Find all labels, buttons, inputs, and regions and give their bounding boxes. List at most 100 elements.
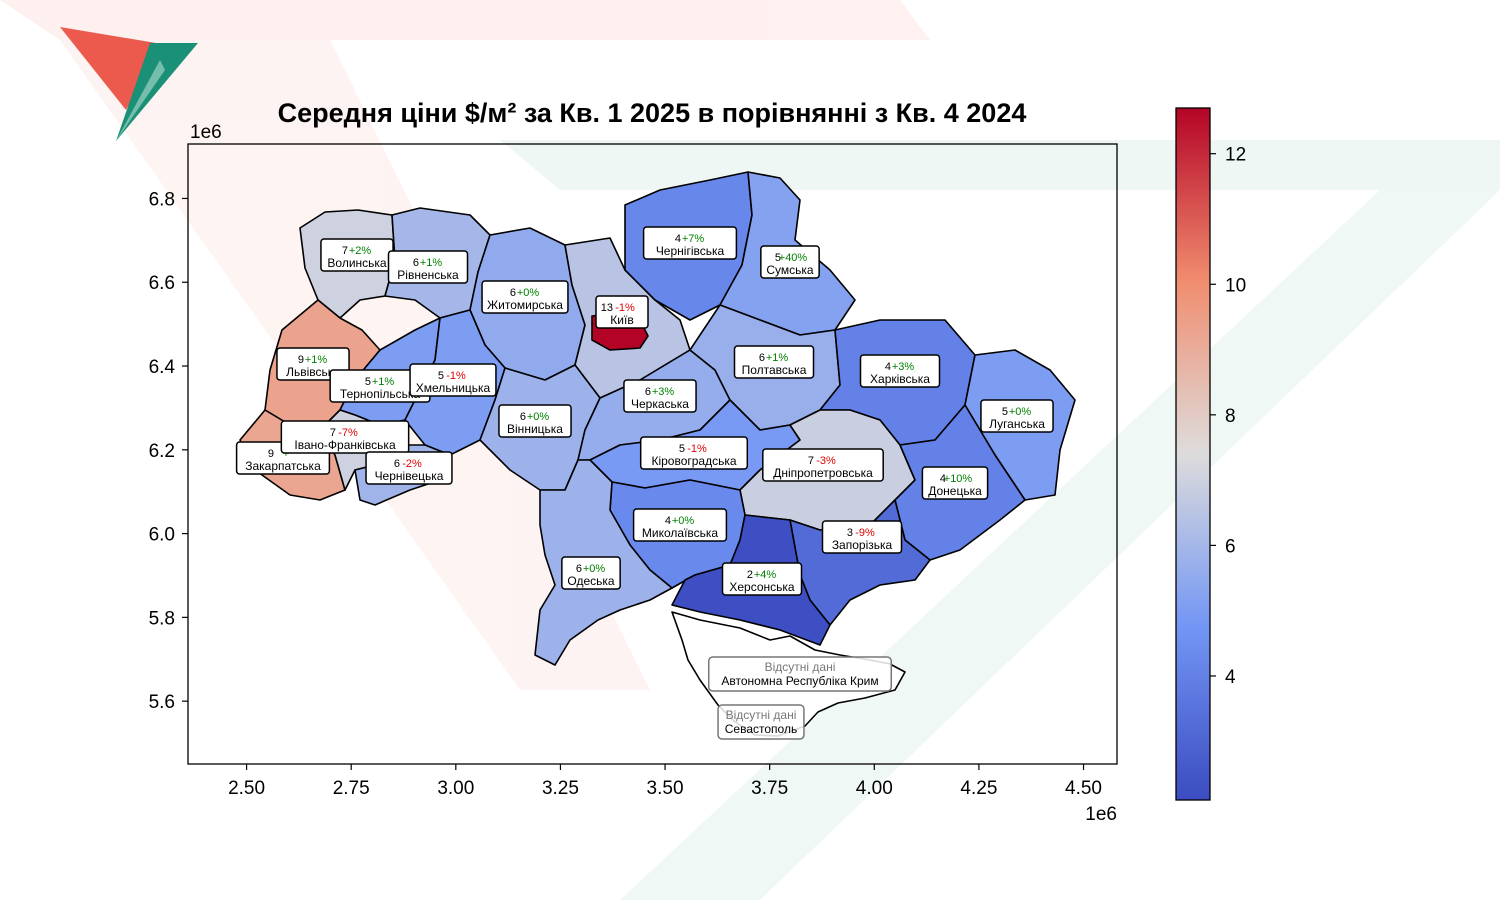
region-label: 6 +0%Вінницька	[498, 404, 572, 438]
label-change: -9%	[855, 527, 875, 539]
label-region-name: Житомирська	[487, 298, 563, 312]
logo-icon	[60, 27, 198, 141]
axes-frame	[187, 143, 1118, 765]
missing-region-name: Севастополь	[725, 722, 797, 736]
label-change: +3%	[892, 361, 915, 373]
label-region-name: Полтавська	[742, 363, 807, 377]
y-tick-label: 6.8	[149, 189, 175, 210]
label-box	[387, 250, 469, 284]
label-value: 5	[1002, 406, 1008, 418]
label-change: +2%	[349, 245, 372, 257]
label-value: 6	[510, 287, 516, 299]
region-label: 7 +2%Волинська	[320, 238, 394, 272]
label-value: 5	[775, 252, 781, 264]
label-box	[639, 436, 749, 470]
region-label: 5 -1%Кіровоградська	[639, 436, 749, 470]
label-region-name: Вінницька	[507, 422, 563, 436]
label-change: +0%	[527, 411, 550, 423]
label-change: +10%	[944, 473, 973, 485]
label-value: 6	[645, 386, 651, 398]
colorbar-tick-label: 12	[1225, 145, 1246, 166]
colorbar-ticks: 4 6 8 10 12	[1210, 145, 1246, 688]
label-value: 7	[808, 455, 814, 467]
y-tick-label: 5.8	[149, 608, 175, 629]
label-region-name: Хмельницька	[416, 381, 491, 395]
missing-box	[708, 656, 892, 692]
label-region-name: Закарпатська	[245, 459, 321, 473]
region-label: 4 +7%Чернігівська	[642, 226, 738, 260]
label-region-name: Кіровоградська	[651, 454, 736, 468]
colorbar-tick-label: 6	[1225, 536, 1236, 557]
label-change: +1%	[766, 352, 789, 364]
region-label: 5+40%Сумська	[760, 245, 820, 279]
label-value: 4	[675, 233, 681, 245]
y-tick-label: 6.2	[149, 441, 175, 462]
label-change: +1%	[420, 257, 443, 269]
colorbar-tick-label: 10	[1225, 275, 1246, 296]
label-box	[762, 448, 884, 482]
x-tick-label: 4.00	[856, 778, 893, 799]
region-label: 6 +3%Черкаська	[623, 379, 697, 413]
missing-box	[717, 704, 805, 740]
label-box	[623, 379, 697, 413]
label-region-name: Черкаська	[631, 397, 689, 411]
y-tick-label: 6.6	[149, 273, 175, 294]
label-change: -2%	[402, 458, 422, 470]
label-region-name: Івано-Франківська	[294, 438, 396, 452]
region-label: 6 -2%Чернівецька	[365, 451, 453, 485]
colorbar	[1175, 107, 1211, 801]
label-value: 4	[885, 361, 891, 373]
x-tick-label: 3.25	[542, 778, 579, 799]
chart-title: Середня ціни $/м² за Кв. 1 2025 в порівн…	[278, 98, 1027, 128]
label-region-name: Херсонська	[729, 580, 795, 594]
label-box	[632, 508, 728, 542]
label-box	[561, 556, 621, 590]
label-change: +4%	[754, 569, 777, 581]
x-tick-label: 3.75	[751, 778, 788, 799]
y-tick-label: 5.6	[149, 692, 175, 713]
region-label: 13 -1%Київ	[595, 295, 649, 329]
region-label: 5 +0%Луганська	[980, 399, 1054, 433]
label-value: 6	[394, 458, 400, 470]
y-axis: 6.8 6.6 6.4 6.2 6.0 5.8 5.6	[149, 189, 188, 713]
label-region-name: Харківська	[870, 372, 930, 386]
label-box	[409, 363, 497, 397]
y-tick-label: 6.0	[149, 525, 175, 546]
label-change: +40%	[779, 252, 808, 264]
colorbar-tick-label: 8	[1225, 406, 1236, 427]
label-box	[760, 245, 820, 279]
label-box	[365, 451, 453, 485]
label-box	[921, 466, 989, 500]
label-value: 9	[268, 448, 274, 460]
region-label: 7 -3%Дніпропетровська	[762, 448, 884, 482]
label-value: 13	[601, 302, 613, 314]
label-box	[498, 404, 572, 438]
label-region-name: Львівська	[286, 365, 340, 379]
colorbar-tick-label: 4	[1225, 667, 1236, 688]
label-value: 7	[342, 245, 348, 257]
label-region-name: Луганська	[989, 417, 1045, 431]
label-value: 4	[665, 515, 671, 527]
y-axis-multiplier: 1e6	[190, 122, 222, 143]
x-tick-label: 2.75	[333, 778, 370, 799]
x-axis-multiplier: 1e6	[1085, 804, 1117, 825]
y-tick-label: 6.4	[149, 357, 176, 378]
label-box	[721, 562, 803, 596]
label-value: 6	[759, 352, 765, 364]
label-region-name: Рівненська	[397, 268, 459, 282]
label-change: +0%	[583, 563, 606, 575]
label-region-name: Запорізька	[832, 538, 893, 552]
region-label: 6 +0%Житомирська	[481, 280, 569, 314]
region-label: 7 -7%Івано-Франківська	[280, 420, 410, 454]
region-label: 6 +0%Одеська	[561, 556, 621, 590]
label-value: 5	[438, 370, 444, 382]
label-box	[642, 226, 738, 260]
x-axis: 2.50 2.75 3.00 3.25 3.50 3.75 4.00 4.25 4.50	[228, 764, 1102, 799]
label-region-name: Дніпропетровська	[773, 466, 873, 480]
label-change: +	[283, 448, 289, 460]
label-value: 5	[679, 443, 685, 455]
